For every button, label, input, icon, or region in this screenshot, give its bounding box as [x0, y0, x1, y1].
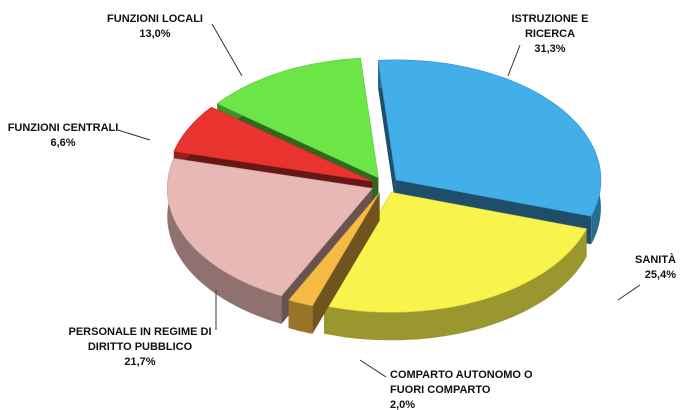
slice-label: PERSONALE IN REGIME DI DIRITTO PUBBLICO 2…: [65, 325, 215, 370]
category-label: SANITÀ: [635, 254, 676, 266]
category-label: FUNZIONI LOCALI: [107, 13, 203, 25]
slice-label: COMPARTO AUTONOMO O FUORI COMPARTO 2,0%: [390, 368, 550, 410]
value-label: 6,6%: [50, 137, 76, 149]
slice-label: FUNZIONI LOCALI 13,0%: [95, 12, 215, 42]
slice: [167, 158, 373, 324]
value-label: 21,7%: [124, 356, 156, 368]
slice-label: SANITÀ 25,4%: [560, 253, 676, 283]
slice-wall: [167, 158, 282, 324]
slice: [173, 106, 373, 182]
category-label: FUNZIONI CENTRALI: [7, 122, 119, 134]
leader-line: [211, 23, 243, 77]
value-label: 2,0%: [390, 399, 416, 410]
value-label: 25,4%: [644, 269, 676, 281]
leader-line: [359, 359, 387, 378]
value-label: 31,3%: [534, 43, 566, 55]
slice: [288, 192, 380, 307]
slice: [323, 191, 588, 313]
category-label: COMPARTO AUTONOMO O FUORI COMPARTO: [390, 369, 533, 396]
category-label: ISTRUZIONE E RICERCA: [511, 13, 589, 40]
slice: [167, 158, 373, 297]
category-label: PERSONALE IN REGIME DI DIRITTO PUBBLICO: [68, 326, 212, 353]
value-label: 13,0%: [139, 28, 171, 40]
slice-label: FUNZIONI CENTRALI 6,6%: [2, 121, 124, 151]
slice-label: ISTRUZIONE E RICERCA 31,3%: [485, 12, 615, 57]
slice: [377, 59, 602, 217]
slice-side: [378, 60, 396, 208]
slice-wall: [288, 300, 313, 334]
leader-line: [617, 284, 641, 301]
slice: [216, 57, 379, 179]
leader-line: [117, 129, 151, 141]
leader-line: [507, 44, 521, 77]
slice: [288, 192, 380, 334]
